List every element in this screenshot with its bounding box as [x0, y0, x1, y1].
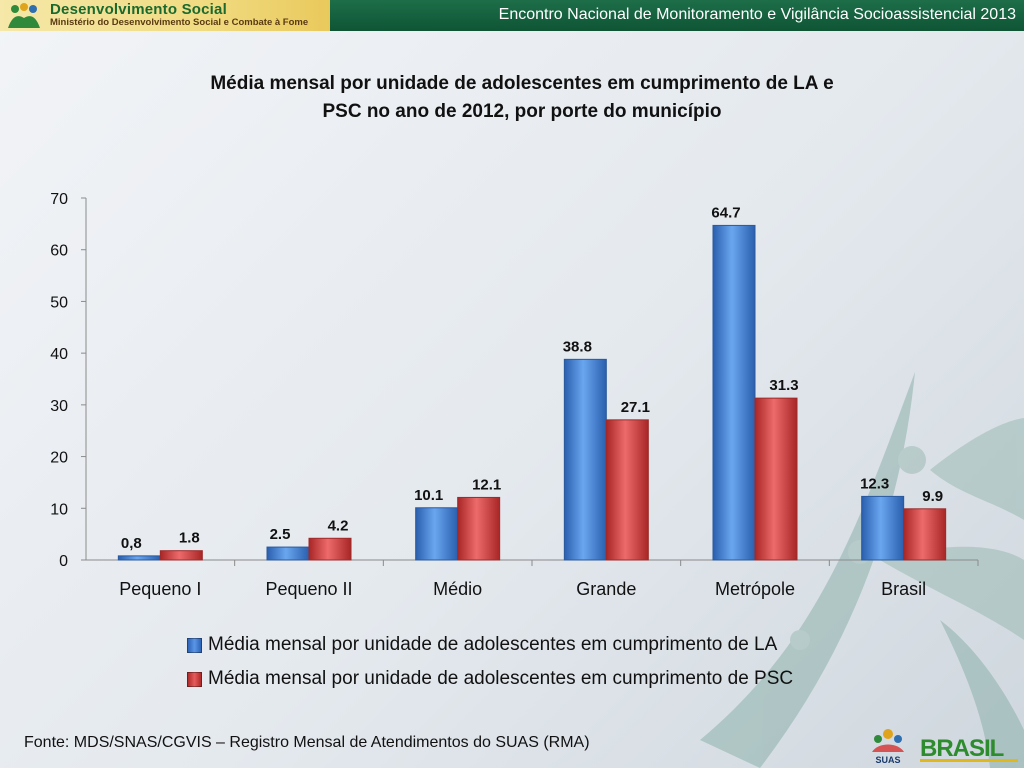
header-bar: Desenvolvimento Social Ministério do Des…	[0, 0, 1024, 31]
y-tick-label: 0	[59, 553, 68, 570]
x-tick-label: Metrópole	[715, 579, 795, 599]
chart-title-line-2: PSC no ano de 2012, por porte do municíp…	[322, 101, 722, 122]
bar-psc	[457, 496, 501, 561]
bar-la	[117, 555, 161, 561]
bar-la	[266, 546, 310, 561]
y-tick-label: 70	[50, 191, 68, 208]
bar-psc	[308, 537, 352, 561]
bar-psc	[754, 397, 798, 561]
data-label-la: 38.8	[563, 338, 592, 355]
bar-la	[712, 224, 756, 561]
bar-la	[563, 358, 607, 561]
bar-psc	[903, 508, 947, 561]
chart-title: Média mensal por unidade de adolescentes…	[100, 70, 944, 126]
data-label-la: 0,8	[121, 535, 142, 552]
x-tick-label: Médio	[433, 579, 482, 599]
brasil-logo-text: BRASIL	[920, 735, 1004, 762]
bar-la	[861, 495, 905, 561]
x-tick-label: Pequeno I	[119, 579, 201, 599]
y-tick-label: 10	[50, 501, 68, 518]
ministry-title: Desenvolvimento Social	[50, 1, 227, 18]
bar-la	[415, 507, 459, 561]
bar-psc	[605, 419, 649, 561]
data-label-la: 12.3	[860, 475, 889, 492]
suas-logo-text: SUAS	[875, 755, 900, 765]
legend-swatch-la	[187, 637, 202, 653]
data-label-psc: 12.1	[472, 476, 501, 493]
legend-label-psc: Média mensal por unidade de adolescentes…	[208, 668, 794, 689]
ministry-subtitle: Ministério do Desenvolvimento Social e C…	[50, 17, 309, 28]
legend-item-psc: Média mensal por unidade de adolescentes…	[187, 662, 793, 696]
legend-item-la: Média mensal por unidade de adolescentes…	[187, 628, 793, 662]
y-tick-label: 20	[50, 450, 68, 467]
data-label-psc: 31.3	[769, 377, 798, 394]
x-tick-label: Pequeno II	[265, 579, 352, 599]
chart-title-line-1: Média mensal por unidade de adolescentes…	[210, 73, 834, 94]
brasil-logo: BRASIL	[920, 735, 1018, 762]
event-title: Encontro Nacional de Monitoramento e Vig…	[498, 6, 1016, 23]
x-tick-label: Brasil	[881, 579, 926, 599]
suas-logo: SUAS	[872, 729, 904, 765]
data-label-psc: 4.2	[328, 517, 349, 534]
y-tick-label: 60	[50, 243, 68, 260]
ministry-logo: Desenvolvimento Social Ministério do Des…	[0, 0, 330, 31]
y-tick-label: 30	[50, 398, 68, 415]
bar-psc	[159, 550, 203, 561]
ministry-emblem-icon	[8, 3, 40, 28]
legend-label-la: Média mensal por unidade de adolescentes…	[208, 634, 778, 655]
x-tick-label: Grande	[576, 579, 636, 599]
data-label-la: 2.5	[270, 526, 291, 543]
data-label-psc: 9.9	[922, 488, 943, 505]
data-label-la: 10.1	[414, 487, 443, 504]
y-tick-label: 40	[50, 346, 68, 363]
legend-swatch-psc	[187, 671, 202, 687]
y-tick-label: 50	[50, 294, 68, 311]
data-label-psc: 1.8	[179, 530, 200, 547]
data-label-la: 64.7	[711, 204, 740, 221]
chart-legend: Média mensal por unidade de adolescentes…	[187, 628, 793, 696]
data-label-psc: 27.1	[621, 399, 650, 416]
source-note: Fonte: MDS/SNAS/CGVIS – Registro Mensal …	[24, 734, 590, 751]
